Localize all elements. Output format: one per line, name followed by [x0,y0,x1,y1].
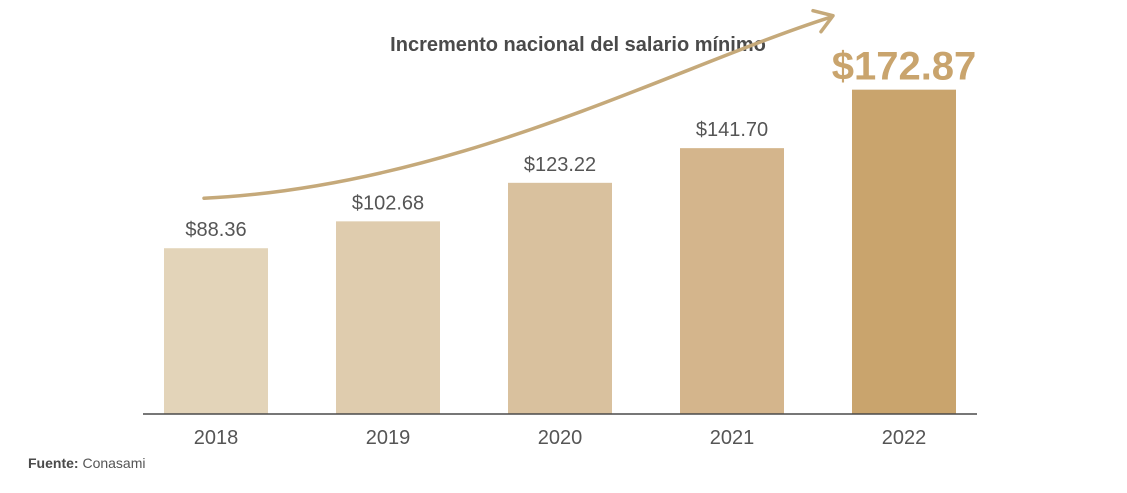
source-note: Fuente: Conasami [28,455,145,471]
trend-arrow-head [811,8,835,34]
source-text: Conasami [82,455,146,471]
value-label-2021: $141.70 [696,119,768,141]
bar-2018 [164,248,268,414]
bar-2022 [852,89,956,414]
bar-2021 [680,148,784,415]
x-tick-label-2019: 2019 [366,427,411,449]
value-label-2020: $123.22 [524,154,596,176]
source-label: Fuente: [28,455,79,471]
bar-2019 [336,221,440,414]
chart-title: Incremento nacional del salario mínimo [390,34,766,56]
bar-2020 [508,182,612,414]
value-label-2019: $102.68 [352,192,424,214]
x-tick-label-2022: 2022 [882,427,927,449]
value-label-2022: $172.87 [832,45,977,89]
x-tick-label-2021: 2021 [710,427,755,449]
trend-arrow-line [202,15,831,200]
value-label-2018: $88.36 [185,219,246,241]
x-tick-label-2018: 2018 [194,427,239,449]
x-tick-label-2020: 2020 [538,427,583,449]
